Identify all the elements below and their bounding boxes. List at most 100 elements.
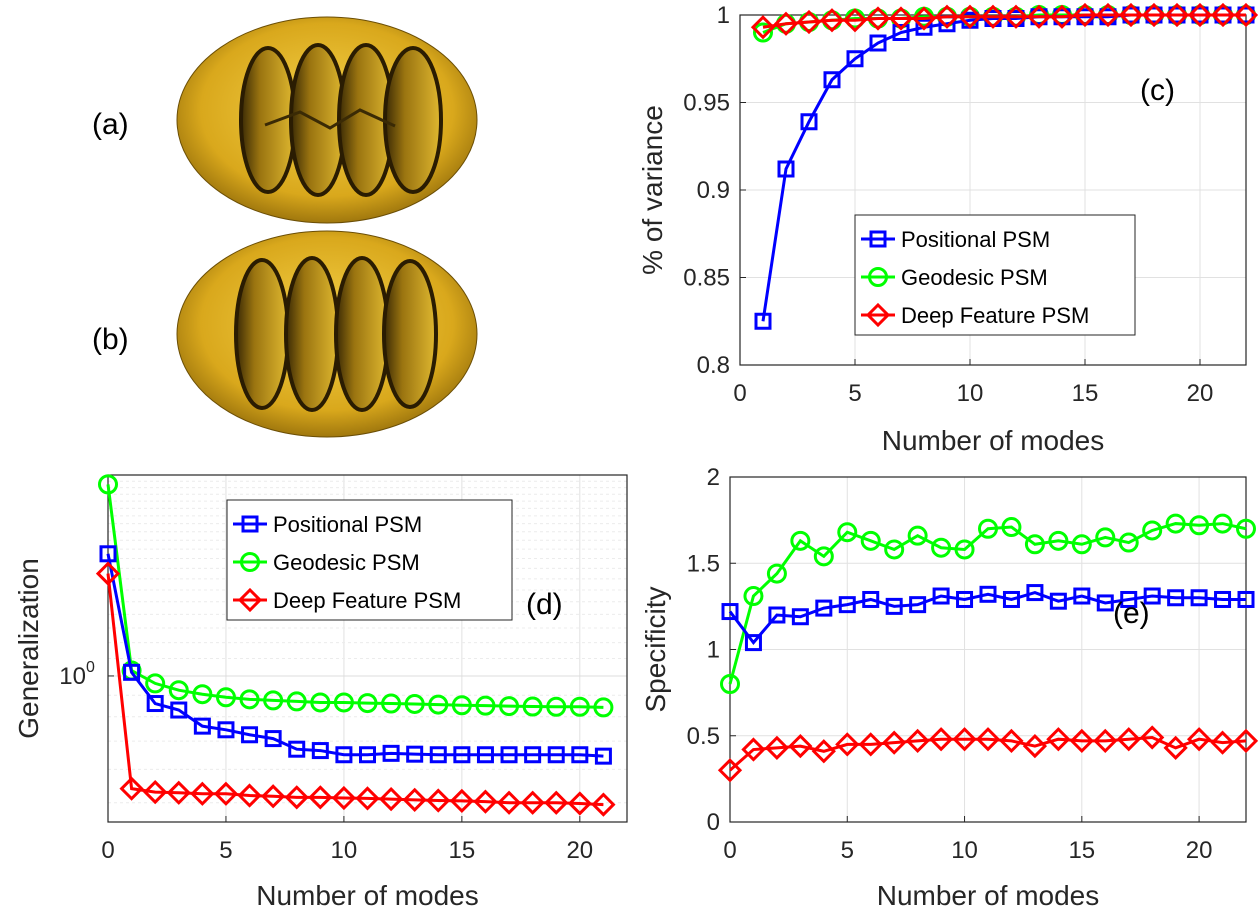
- legend-marker: [241, 515, 259, 533]
- data-point: [524, 746, 542, 764]
- x-tick-label: 15: [1072, 380, 1099, 407]
- data-point: [1210, 730, 1235, 755]
- data-point: [404, 693, 425, 714]
- data-point: [957, 4, 983, 29]
- data-point: [790, 530, 811, 551]
- y-tick-label: 0: [707, 809, 720, 836]
- data-point: [837, 522, 858, 543]
- data-point: [1095, 2, 1121, 28]
- data-point: [145, 673, 166, 694]
- y-tick-label: 0.95: [683, 90, 730, 117]
- data-point: [193, 717, 211, 735]
- data-point: [720, 674, 740, 694]
- x-tick-label: 0: [733, 380, 746, 407]
- chart-e-specificity: 0 5 10 15 20 0 0.5 1 1.5 2 Number of modes Specific…: [640, 464, 1258, 911]
- x-axis-label: Number of modes: [256, 880, 479, 911]
- data-point: [975, 727, 1001, 752]
- data-point: [547, 746, 565, 764]
- data-point: [310, 692, 331, 713]
- legend-entry: Geodesic PSM: [901, 265, 1048, 290]
- data-point: [813, 546, 834, 567]
- data-point: [882, 730, 907, 755]
- data-point: [932, 587, 950, 605]
- data-point: [544, 790, 569, 815]
- series-deep-feature-psm: [750, 2, 1258, 40]
- data-point: [744, 634, 762, 652]
- x-tick-label: 5: [841, 837, 854, 864]
- data-point: [1095, 527, 1116, 548]
- y-axis-label: % of variance: [637, 105, 668, 275]
- data-point: [885, 597, 903, 615]
- data-point: [907, 525, 928, 546]
- data-point: [911, 6, 937, 31]
- data-point: [500, 746, 518, 764]
- data-point: [453, 746, 471, 764]
- data-point: [311, 742, 329, 760]
- data-point: [333, 692, 354, 713]
- legend-marker: [237, 587, 263, 613]
- data-point: [263, 690, 284, 711]
- y-tick-label: 0.5: [687, 723, 720, 750]
- data-point: [753, 22, 773, 43]
- data-point: [192, 684, 213, 705]
- data-point: [1165, 513, 1186, 534]
- data-point: [838, 596, 856, 614]
- data-point: [123, 663, 141, 681]
- data-point: [754, 312, 772, 330]
- data-point: [1189, 515, 1210, 536]
- series-deep-feature-psm: [95, 561, 616, 817]
- data-point: [764, 735, 790, 760]
- data-point: [406, 745, 424, 763]
- legend-marker: [868, 267, 888, 287]
- data-point: [954, 539, 975, 560]
- data-point: [520, 790, 545, 815]
- data-point: [215, 687, 236, 708]
- data-point: [95, 561, 121, 586]
- series-line: [106, 484, 604, 709]
- y-tick-label: 0.9: [697, 177, 730, 204]
- data-point: [522, 696, 543, 717]
- y-tick-label: 0.8: [697, 352, 730, 379]
- legend-box: [854, 214, 1136, 336]
- data-point: [357, 693, 378, 714]
- data-point: [594, 747, 612, 765]
- data-point: [475, 695, 496, 716]
- data-point: [717, 758, 743, 783]
- panel-label-d: (d): [526, 588, 563, 621]
- series-geodesic-psm: [720, 513, 1256, 694]
- data-point: [952, 727, 977, 752]
- data-point: [842, 8, 868, 33]
- data-point: [862, 590, 880, 608]
- data-point: [1120, 590, 1138, 608]
- data-point: [934, 4, 960, 29]
- data-point: [979, 585, 997, 603]
- panel-label-b: (b): [92, 323, 129, 356]
- legend-entry: Deep Feature PSM: [273, 588, 461, 613]
- data-point: [905, 728, 930, 754]
- data-point: [1236, 518, 1256, 539]
- data-point: [288, 740, 306, 758]
- legend-entry: Geodesic PSM: [273, 550, 420, 575]
- data-point: [884, 539, 905, 560]
- x-tick-label: 20: [1187, 380, 1214, 407]
- data-point: [239, 689, 260, 710]
- legend-marker: [869, 230, 887, 248]
- data-point: [1233, 728, 1258, 754]
- data-point: [1069, 728, 1094, 754]
- data-point: [815, 599, 833, 617]
- data-point: [980, 4, 1006, 29]
- data-point: [286, 691, 307, 712]
- mesh-b: [176, 230, 478, 438]
- data-point: [1049, 4, 1075, 29]
- data-point: [381, 693, 402, 714]
- data-point: [1026, 584, 1044, 602]
- data-point: [1073, 587, 1091, 605]
- data-point: [476, 746, 494, 764]
- data-point: [473, 789, 498, 814]
- data-point: [213, 781, 239, 806]
- data-point: [835, 732, 860, 757]
- data-point: [428, 694, 449, 715]
- data-point: [956, 590, 974, 608]
